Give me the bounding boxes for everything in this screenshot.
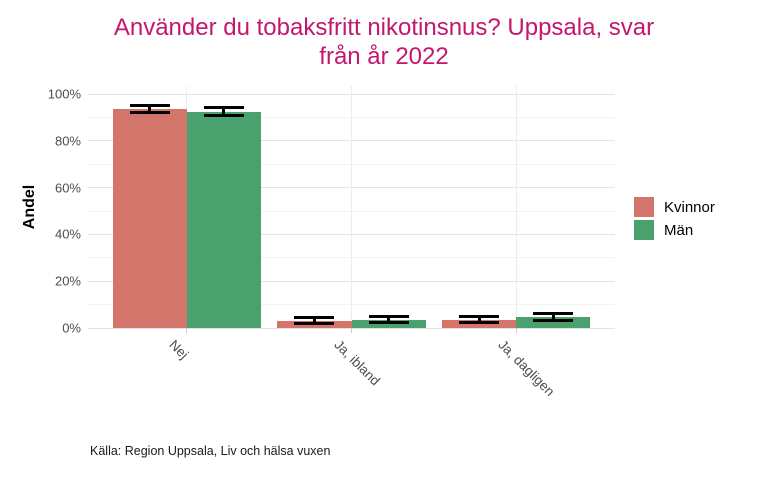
errorbar-line: [477, 316, 481, 323]
legend-item-män: Män: [634, 220, 715, 240]
legend: Kvinnor Män: [634, 197, 715, 243]
errorbar-line: [222, 107, 226, 116]
chart-title-line1: Använder du tobaksfritt nikotinsnus? Upp…: [113, 14, 655, 41]
errorbar-cap: [294, 315, 335, 319]
legend-label: Män: [664, 221, 694, 239]
y-tick-label: 100%: [47, 86, 81, 102]
bar-kvinnor-1: [112, 109, 187, 328]
y-tick-label: 80%: [54, 133, 81, 149]
x-tick-mark: [515, 328, 517, 333]
bar-män-2: [351, 319, 426, 328]
x-tick-label: Nej: [166, 337, 192, 362]
errorbar-cap: [368, 320, 409, 324]
errorbar-cap: [129, 103, 170, 107]
y-tick-label: 40%: [54, 226, 81, 242]
errorbar-line: [312, 317, 316, 324]
x-tick-label: Ja, dagligen: [495, 337, 558, 400]
x-tick-mark: [186, 328, 188, 333]
x-tick-mark: [351, 328, 352, 333]
bar-män-3: [516, 317, 591, 328]
errorbar-line: [148, 105, 152, 113]
source-note: Källa: Region Uppsala, Liv och hälsa vux…: [90, 444, 331, 458]
bar-män-1: [186, 111, 261, 328]
gridline-vertical: [515, 86, 517, 328]
errorbar-cap: [533, 311, 574, 315]
legend-item-kvinnor: Kvinnor: [634, 197, 715, 217]
errorbar-cap: [203, 106, 244, 110]
errorbar-cap: [533, 319, 574, 323]
y-axis-title: Andel: [21, 184, 38, 230]
y-tick-label: 0%: [62, 320, 81, 336]
y-tick-label: 20%: [54, 273, 81, 289]
errorbar-cap: [129, 111, 170, 115]
errorbar-line: [387, 316, 391, 323]
errorbar-cap: [368, 314, 409, 318]
y-tick-label: 60%: [54, 180, 81, 196]
errorbar-cap: [203, 113, 244, 117]
errorbar-cap: [459, 314, 500, 318]
plot-area: 0% 20% 40% 60% 80% 100% Nej Ja, ibland Ja, dagli…: [48, 86, 615, 399]
legend-swatch: [634, 220, 654, 240]
bar-kvinnor-3: [442, 319, 517, 328]
errorbar-cap: [459, 320, 500, 324]
chart-title: Använder du tobaksfritt nikotinsnus? Upp…: [0, 13, 768, 71]
errorbar-line: [551, 313, 555, 321]
errorbar-cap: [294, 321, 335, 325]
x-tick-label: Ja, ibland: [330, 337, 383, 389]
chart-title-line2: från år 2022: [319, 43, 449, 70]
gridline-vertical: [351, 86, 352, 328]
legend-label: Kvinnor: [664, 198, 715, 216]
legend-swatch: [634, 197, 654, 217]
